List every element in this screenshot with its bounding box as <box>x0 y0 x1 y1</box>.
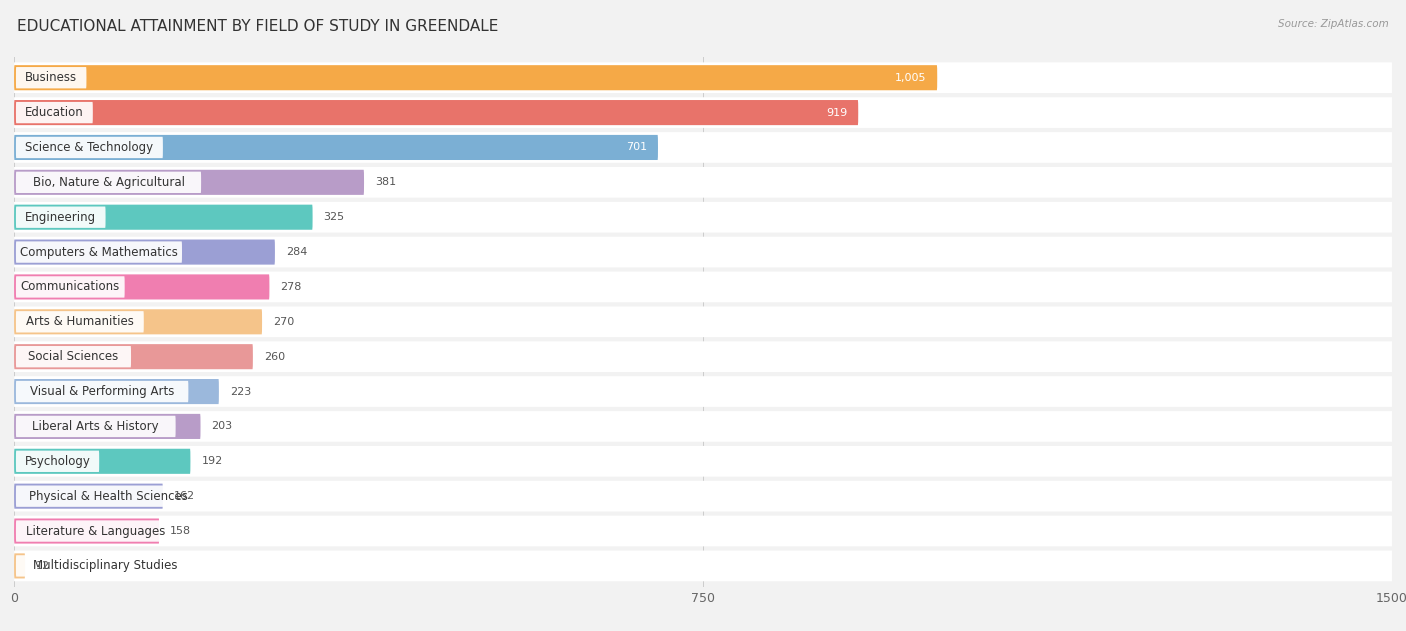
FancyBboxPatch shape <box>15 451 100 472</box>
FancyBboxPatch shape <box>14 240 276 264</box>
Text: EDUCATIONAL ATTAINMENT BY FIELD OF STUDY IN GREENDALE: EDUCATIONAL ATTAINMENT BY FIELD OF STUDY… <box>17 19 498 34</box>
Text: 1,005: 1,005 <box>894 73 927 83</box>
FancyBboxPatch shape <box>15 276 125 298</box>
FancyBboxPatch shape <box>14 237 1392 268</box>
FancyBboxPatch shape <box>14 167 1392 198</box>
Text: 381: 381 <box>375 177 396 187</box>
FancyBboxPatch shape <box>14 307 1392 337</box>
Text: 162: 162 <box>174 491 195 501</box>
FancyBboxPatch shape <box>14 97 1392 128</box>
Text: 260: 260 <box>264 351 285 362</box>
FancyBboxPatch shape <box>15 311 143 333</box>
Text: 325: 325 <box>323 212 344 222</box>
FancyBboxPatch shape <box>15 206 105 228</box>
Text: Physical & Health Sciences: Physical & Health Sciences <box>30 490 188 503</box>
Text: 192: 192 <box>201 456 222 466</box>
FancyBboxPatch shape <box>14 446 1392 476</box>
Text: Visual & Performing Arts: Visual & Performing Arts <box>30 385 174 398</box>
Text: 919: 919 <box>825 107 848 117</box>
FancyBboxPatch shape <box>14 379 219 404</box>
Text: Business: Business <box>25 71 77 84</box>
FancyBboxPatch shape <box>14 411 1392 442</box>
FancyBboxPatch shape <box>14 376 1392 407</box>
FancyBboxPatch shape <box>14 62 1392 93</box>
FancyBboxPatch shape <box>14 309 262 334</box>
FancyBboxPatch shape <box>15 137 163 158</box>
FancyBboxPatch shape <box>14 100 858 125</box>
FancyBboxPatch shape <box>14 65 938 90</box>
Text: Bio, Nature & Agricultural: Bio, Nature & Agricultural <box>32 176 184 189</box>
FancyBboxPatch shape <box>14 274 270 300</box>
Text: 270: 270 <box>273 317 294 327</box>
Text: Source: ZipAtlas.com: Source: ZipAtlas.com <box>1278 19 1389 29</box>
FancyBboxPatch shape <box>15 485 201 507</box>
Text: 12: 12 <box>37 561 51 571</box>
FancyBboxPatch shape <box>14 170 364 195</box>
FancyBboxPatch shape <box>15 381 188 402</box>
FancyBboxPatch shape <box>15 102 93 123</box>
FancyBboxPatch shape <box>15 416 176 437</box>
FancyBboxPatch shape <box>14 553 25 579</box>
Text: 223: 223 <box>231 387 252 396</box>
FancyBboxPatch shape <box>14 135 658 160</box>
FancyBboxPatch shape <box>15 172 201 193</box>
FancyBboxPatch shape <box>14 519 159 543</box>
Text: Literature & Languages: Literature & Languages <box>27 524 166 538</box>
Text: Computers & Mathematics: Computers & Mathematics <box>20 245 179 259</box>
FancyBboxPatch shape <box>14 516 1392 546</box>
Text: Liberal Arts & History: Liberal Arts & History <box>32 420 159 433</box>
Text: Psychology: Psychology <box>25 455 90 468</box>
Text: 284: 284 <box>285 247 308 257</box>
FancyBboxPatch shape <box>14 271 1392 302</box>
Text: Multidisciplinary Studies: Multidisciplinary Studies <box>34 560 177 572</box>
Text: 158: 158 <box>170 526 191 536</box>
Text: Science & Technology: Science & Technology <box>25 141 153 154</box>
FancyBboxPatch shape <box>15 555 195 577</box>
Text: Social Sciences: Social Sciences <box>28 350 118 363</box>
FancyBboxPatch shape <box>14 414 201 439</box>
FancyBboxPatch shape <box>15 346 131 367</box>
FancyBboxPatch shape <box>14 449 190 474</box>
FancyBboxPatch shape <box>14 204 312 230</box>
Text: Arts & Humanities: Arts & Humanities <box>25 316 134 328</box>
Text: 278: 278 <box>280 282 302 292</box>
FancyBboxPatch shape <box>14 483 163 509</box>
FancyBboxPatch shape <box>14 551 1392 581</box>
Text: Communications: Communications <box>21 280 120 293</box>
FancyBboxPatch shape <box>14 341 1392 372</box>
FancyBboxPatch shape <box>15 242 181 262</box>
FancyBboxPatch shape <box>14 202 1392 233</box>
Text: Education: Education <box>25 106 84 119</box>
Text: 701: 701 <box>626 143 647 153</box>
Text: Engineering: Engineering <box>25 211 96 224</box>
FancyBboxPatch shape <box>14 132 1392 163</box>
FancyBboxPatch shape <box>15 521 176 541</box>
FancyBboxPatch shape <box>14 481 1392 512</box>
FancyBboxPatch shape <box>14 344 253 369</box>
FancyBboxPatch shape <box>15 67 86 88</box>
Text: 203: 203 <box>211 422 232 432</box>
